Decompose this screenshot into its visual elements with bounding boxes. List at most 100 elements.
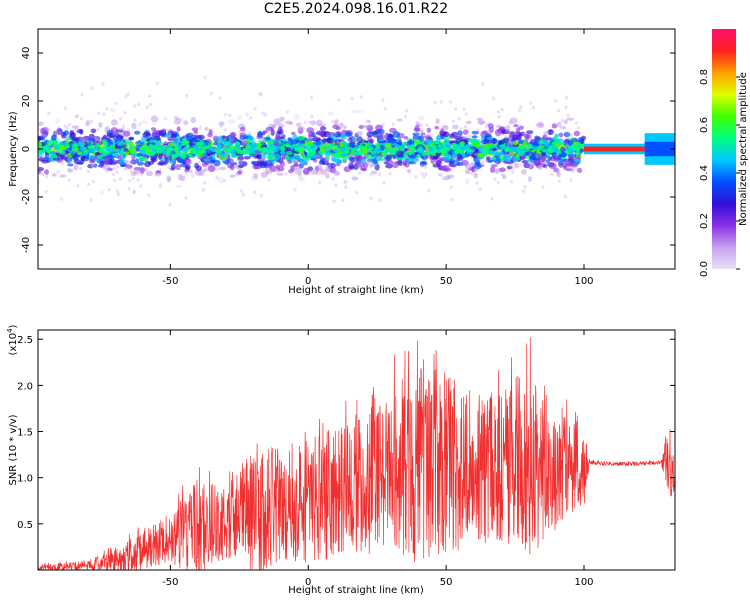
spectrogram-cell	[133, 168, 138, 172]
spectrogram-cell	[57, 125, 61, 130]
spectrogram-cell	[457, 116, 462, 121]
spectrogram-cell	[541, 185, 545, 189]
spectrogram-cell	[493, 177, 497, 181]
spectrogram-cell	[237, 164, 245, 169]
spectrogram-cell	[333, 119, 339, 127]
spectrogram-cell	[370, 170, 378, 175]
spectrogram-cell	[67, 122, 72, 127]
spectrogram-cell	[304, 161, 308, 166]
spectrogram-cell	[465, 134, 469, 139]
spectrogram-cell	[297, 135, 306, 141]
spectrogram-cell	[133, 169, 140, 175]
spectrogram-cell	[84, 156, 90, 162]
spectrogram-cell	[513, 131, 517, 136]
spectrogram-cell	[575, 152, 579, 156]
spectrogram-cell	[275, 145, 281, 150]
spectrogram-cell	[71, 150, 77, 158]
spectrogram-cell	[563, 142, 570, 147]
spectrogram-cell	[541, 148, 547, 153]
spectrogram-cell	[332, 199, 336, 204]
spectrogram-cell	[139, 172, 144, 177]
spectrogram-cell	[465, 120, 469, 125]
spectrogram-cell	[297, 173, 302, 178]
spectrogram-cell	[397, 160, 403, 167]
spectrogram-cell	[574, 158, 579, 163]
spectrogram-cell	[527, 138, 531, 142]
spectrogram-cell	[511, 151, 515, 155]
y-tick-label: -40	[21, 237, 32, 253]
spectrogram-cell	[192, 150, 198, 155]
spectrogram-cell	[485, 132, 492, 138]
spectrogram-cell	[370, 150, 376, 155]
spectrogram-cell	[490, 156, 497, 160]
spectrogram-cell	[403, 159, 407, 163]
spectrogram-cell	[497, 114, 502, 119]
spectrogram-cell	[437, 144, 443, 149]
spectrogram-cell	[392, 161, 396, 166]
spectrogram-cell	[115, 170, 119, 174]
spectrogram-cell	[162, 128, 166, 133]
spectrogram-cell	[116, 165, 120, 169]
spectrogram-cell	[308, 120, 312, 125]
spectrogram-cell	[230, 158, 234, 163]
spectrogram-cell	[366, 119, 371, 124]
spectrogram-cell	[370, 131, 378, 135]
spectrogram-cell	[433, 140, 439, 145]
spectrogram-cell	[491, 164, 498, 168]
spectrogram-cell	[112, 135, 120, 142]
spectrogram-cell	[364, 154, 373, 159]
spectrogram-cell	[531, 105, 536, 110]
spectrogram-cell	[190, 174, 195, 178]
spectrogram-cell	[293, 154, 301, 160]
spectrogram-cell	[475, 181, 479, 185]
spectrogram-cell	[127, 187, 131, 191]
spectrogram-cell	[115, 154, 119, 159]
spectrogram-cell	[203, 75, 207, 80]
spectrogram-cell	[407, 147, 411, 152]
spectrogram-cell	[102, 112, 106, 116]
spectrogram-cell	[315, 119, 323, 127]
spectrogram-cell	[106, 132, 115, 139]
spectrogram-cell	[463, 131, 467, 136]
y-tick-label: -20	[21, 189, 32, 205]
spectrogram-cell	[464, 112, 468, 117]
spectrogram-cell	[158, 182, 164, 186]
spectrogram-cell	[280, 118, 284, 123]
spectrogram-cell	[193, 134, 201, 138]
spectrogram-cell	[453, 157, 457, 161]
spectrogram-cell	[420, 163, 425, 168]
colorbar-label: Normalized spectral amplitude	[738, 72, 749, 226]
spectrogram-cell	[313, 136, 317, 141]
spectrogram-cell	[468, 134, 472, 139]
spectrogram-cell	[501, 145, 507, 150]
spectrogram-cell	[452, 124, 459, 130]
spectrogram-cell	[448, 100, 453, 104]
x-tick-label: -50	[162, 276, 178, 287]
spectrogram-cell	[198, 170, 205, 176]
spectrogram-cell	[419, 135, 425, 142]
spectrogram-cell	[511, 166, 515, 170]
spectrogram-cell	[357, 171, 362, 175]
spectrogram-cell	[459, 149, 465, 154]
spectrogram-cell	[174, 116, 178, 120]
spectrogram-cell	[353, 163, 359, 170]
spectrogram-cell	[163, 116, 168, 121]
spectrogram-cell	[560, 146, 566, 152]
spectrogram-cell	[545, 159, 551, 164]
spectrogram-cell	[550, 131, 555, 135]
spectrogram-cell	[285, 150, 294, 155]
spectrogram-cell	[303, 120, 307, 125]
spectrogram-cell	[93, 146, 99, 151]
spectrogram-cell	[174, 117, 182, 125]
spectrogram-cell	[183, 136, 187, 140]
spectrogram-cell	[447, 175, 451, 179]
spectrogram-cell	[369, 173, 373, 177]
spectrogram-cell	[86, 169, 90, 174]
spectrogram-cell	[427, 132, 431, 137]
spectrogram-cell	[144, 161, 152, 168]
spectrogram-cell	[230, 159, 235, 163]
spectrogram-cell	[106, 137, 112, 144]
spectrogram-cell	[480, 135, 485, 141]
spectrogram-cell	[537, 121, 545, 129]
spectrogram-cell	[324, 141, 329, 148]
